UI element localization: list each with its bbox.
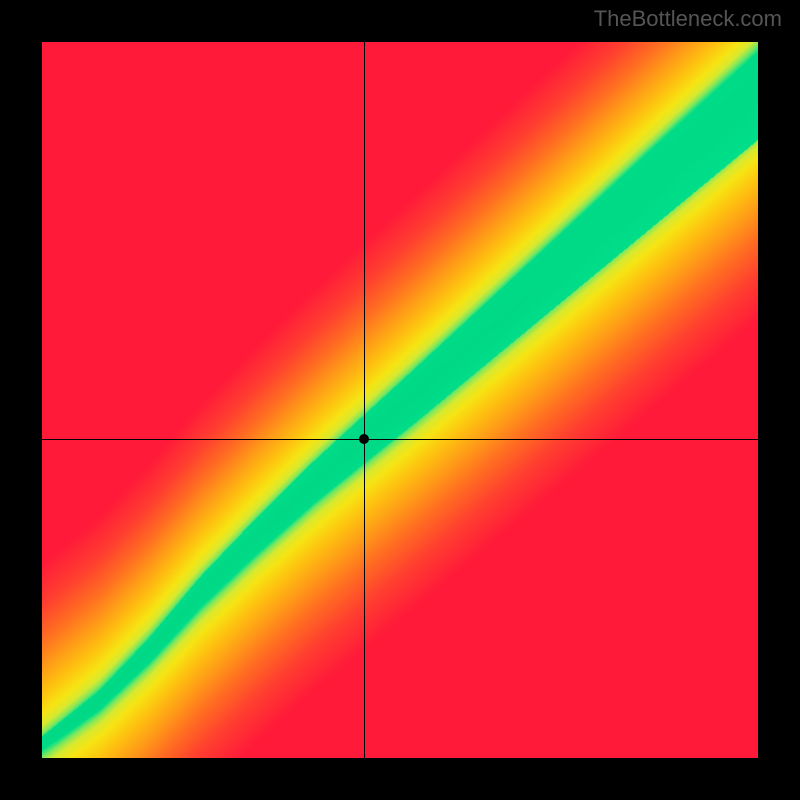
attribution-text: TheBottleneck.com bbox=[594, 6, 782, 32]
chart-container: TheBottleneck.com bbox=[0, 0, 800, 800]
crosshair-vertical bbox=[364, 42, 365, 758]
plot-area bbox=[42, 42, 758, 758]
heatmap-canvas bbox=[42, 42, 758, 758]
crosshair-horizontal bbox=[42, 439, 758, 440]
crosshair-marker bbox=[359, 434, 369, 444]
